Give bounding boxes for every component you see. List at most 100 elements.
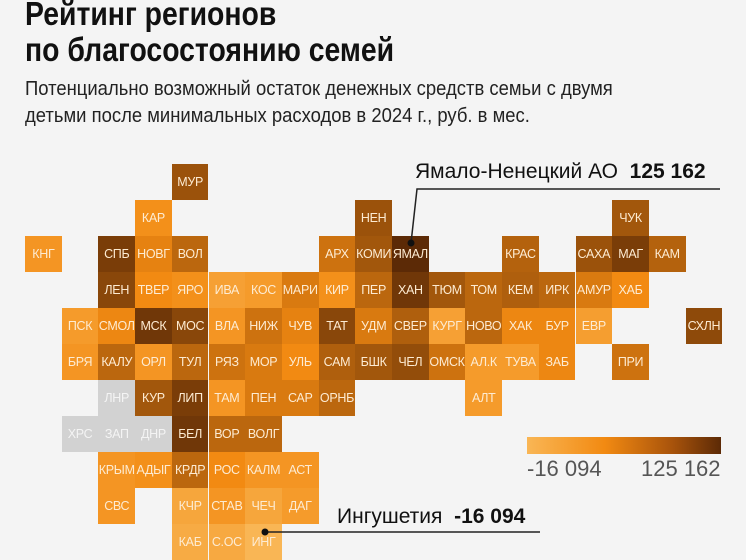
region-tile: КАМ bbox=[648, 236, 686, 272]
ing-callout: Ингушетия -16 094 bbox=[337, 505, 525, 529]
region-tile: АРХ bbox=[318, 236, 356, 272]
region-tile: КРДР bbox=[171, 452, 209, 488]
region-tile: АЛ.К bbox=[465, 344, 503, 380]
region-tile: РЯЗ bbox=[208, 344, 246, 380]
ing-callout-value: -16 094 bbox=[454, 505, 526, 528]
region-tile: КИР bbox=[318, 272, 356, 308]
region-tile: ДАГ bbox=[281, 488, 319, 524]
region-tile: ПЕР bbox=[355, 272, 392, 308]
region-tile: ЛИП bbox=[171, 380, 209, 416]
region-tile: ТВЕР bbox=[135, 272, 172, 308]
region-tile: УДМ bbox=[355, 308, 392, 344]
ing-callout-name: Ингушетия bbox=[337, 505, 443, 528]
region-tile: СВС bbox=[98, 488, 136, 524]
region-tile: МАРИ bbox=[281, 272, 319, 308]
region-tile: ТОМ bbox=[465, 272, 503, 308]
subtitle-line-2: детьми после минимальных расходов в 2024… bbox=[25, 104, 530, 127]
title-line-1: Рейтинг регионов bbox=[25, 0, 277, 32]
region-tile: САР bbox=[281, 380, 319, 416]
region-tile: НОВО bbox=[465, 308, 503, 344]
region-tile: КАЛУ bbox=[98, 344, 136, 380]
region-tile: КРАС bbox=[502, 236, 539, 272]
region-tile: ЧЕЧ bbox=[245, 488, 282, 524]
region-tile: САХА bbox=[575, 236, 613, 272]
ing-callout-dot bbox=[261, 528, 269, 536]
yamal-callout-value: 125 162 bbox=[629, 160, 706, 183]
region-tile: КРЫМ bbox=[98, 452, 136, 488]
region-tile: СТАВ bbox=[208, 488, 246, 524]
region-tile: ВОЛГ bbox=[245, 416, 282, 452]
region-tile: АДЫГ bbox=[135, 452, 172, 488]
region-tile: БУР bbox=[538, 308, 576, 344]
title-line-2: по благосостоянию семей bbox=[25, 31, 395, 68]
region-tile: КНГ bbox=[25, 236, 62, 272]
region-tile: ЗАБ bbox=[538, 344, 576, 380]
region-tile: МУР bbox=[171, 164, 209, 200]
region-tile: ХАК bbox=[502, 308, 539, 344]
region-tile: ДНР bbox=[135, 416, 172, 452]
region-tile: ЗАП bbox=[98, 416, 136, 452]
region-tile: СМОЛ bbox=[98, 308, 136, 344]
region-tile: ЛНР bbox=[98, 380, 136, 416]
region-tile: ИРК bbox=[538, 272, 576, 308]
region-tile: БЕЛ bbox=[171, 416, 209, 452]
region-tile: КАР bbox=[135, 200, 172, 236]
yamal-callout-line bbox=[410, 188, 720, 244]
region-tile: НИЖ bbox=[245, 308, 282, 344]
region-tile: ТАМ bbox=[208, 380, 246, 416]
region-tile: ЧУВ bbox=[281, 308, 319, 344]
region-tile: ХРС bbox=[61, 416, 99, 452]
region-tile: ИВА bbox=[208, 272, 246, 308]
subtitle-line-1: Потенциально возможный остаток денежных … bbox=[25, 77, 613, 100]
region-tile: МОР bbox=[245, 344, 282, 380]
region-tile: КУР bbox=[135, 380, 172, 416]
region-tile: НЕН bbox=[355, 200, 392, 236]
region-tile: С.ОС bbox=[208, 524, 246, 560]
region-tile: ЕВР bbox=[575, 308, 613, 344]
region-tile: ТЮМ bbox=[428, 272, 466, 308]
region-tile: БШК bbox=[355, 344, 392, 380]
region-tile: АМУР bbox=[575, 272, 613, 308]
region-tile: ХАН bbox=[392, 272, 429, 308]
region-tile: МСК bbox=[135, 308, 172, 344]
legend-min-label: -16 094 bbox=[527, 456, 602, 481]
region-tile: ОМСК bbox=[428, 344, 466, 380]
region-tile: ЯМАЛ bbox=[392, 236, 429, 272]
yamal-callout: Ямало-Ненецкий АО 125 162 bbox=[415, 160, 706, 184]
region-tile: СВЕР bbox=[392, 308, 429, 344]
region-tile: ПРИ bbox=[612, 344, 649, 380]
region-tile: КОМИ bbox=[355, 236, 392, 272]
region-tile: ХАБ bbox=[612, 272, 649, 308]
region-tile: КЕМ bbox=[502, 272, 539, 308]
region-tile: СПБ bbox=[98, 236, 136, 272]
region-tile: СХЛН bbox=[685, 308, 723, 344]
region-tile: ОРЛ bbox=[135, 344, 172, 380]
region-tile: КОС bbox=[245, 272, 282, 308]
region-tile: ЛЕН bbox=[98, 272, 136, 308]
region-tile: АЛТ bbox=[465, 380, 503, 416]
legend-color-bar bbox=[527, 437, 721, 454]
region-tile: ПСК bbox=[61, 308, 99, 344]
region-tile: ВОЛ bbox=[171, 236, 209, 272]
region-tile: ТУЛ bbox=[171, 344, 209, 380]
region-tile: МОС bbox=[171, 308, 209, 344]
region-tile: КУРГ bbox=[428, 308, 466, 344]
yamal-callout-dot bbox=[407, 239, 415, 247]
region-tile: ТУВА bbox=[502, 344, 539, 380]
region-tile: МАГ bbox=[612, 236, 649, 272]
region-tile: АСТ bbox=[281, 452, 319, 488]
legend-max-label: 125 162 bbox=[641, 456, 721, 481]
region-tile: НОВГ bbox=[135, 236, 172, 272]
page-title: Рейтинг регионов по благосостоянию семей bbox=[25, 0, 394, 68]
region-tile: КЧР bbox=[171, 488, 209, 524]
region-tile: БРЯ bbox=[61, 344, 99, 380]
yamal-callout-name: Ямало-Ненецкий АО bbox=[415, 160, 618, 183]
region-tile: ВОР bbox=[208, 416, 246, 452]
region-tile: ЧУК bbox=[612, 200, 649, 236]
region-tile: ЯРО bbox=[171, 272, 209, 308]
region-tile: КАБ bbox=[171, 524, 209, 560]
region-tile: ВЛА bbox=[208, 308, 246, 344]
subtitle: Потенциально возможный остаток денежных … bbox=[25, 75, 613, 129]
